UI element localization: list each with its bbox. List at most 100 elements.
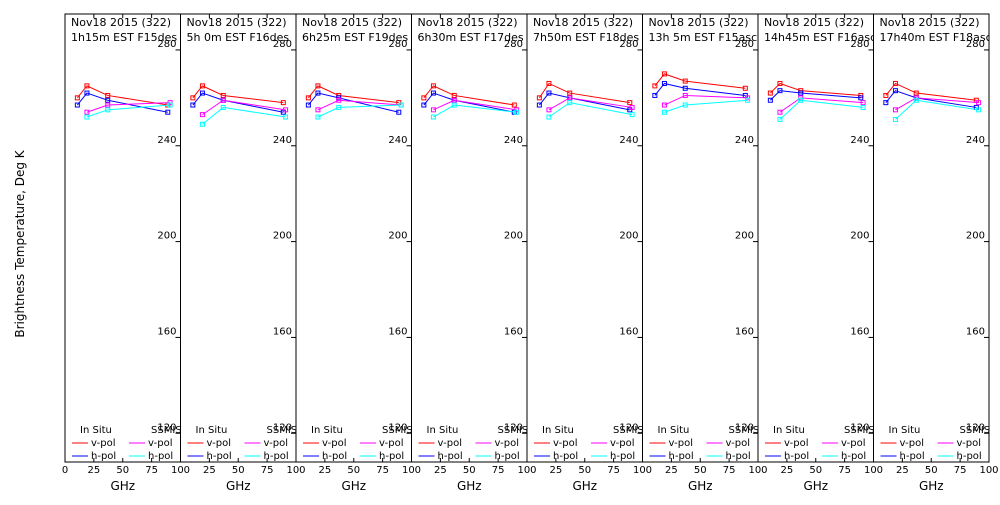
legend-label: v-pol — [148, 438, 173, 449]
data-point-insitu-h — [892, 88, 898, 94]
data-point-ssmis-v — [336, 97, 342, 103]
data-point-insitu-v — [536, 95, 542, 101]
y-tick-label: 200 — [388, 231, 407, 242]
x-axis-label: GHz — [226, 479, 251, 493]
series-line-ssmis-h — [202, 106, 286, 125]
y-tick-label: 160 — [273, 326, 292, 337]
y-tick-label: 160 — [850, 326, 869, 337]
panel-legend: In Situ SSMIS v-pol v-pol h-pol h-pol — [534, 425, 643, 462]
x-tick-label: 25 — [203, 465, 216, 476]
panel-3: Nov18 2015 (322) 6h25m EST F19des 120 160 20… — [295, 13, 421, 493]
data-point-insitu-h — [777, 88, 783, 94]
y-tick-label: 160 — [504, 326, 523, 337]
x-tick-label: 25 — [550, 465, 563, 476]
x-tick-label: 100 — [633, 465, 652, 476]
y-tick-label: 120 — [735, 422, 754, 433]
x-axis-label: GHz — [572, 479, 597, 493]
series-line-ssmis-h — [317, 104, 402, 118]
y-tick-label: 120 — [619, 422, 638, 433]
y-tick-label: 240 — [388, 135, 407, 146]
legend-title-in-situ: In Situ — [773, 425, 805, 436]
series-line-insitu-h — [654, 82, 746, 96]
data-point-insitu-v — [742, 85, 748, 91]
y-tick-label: 240 — [619, 135, 638, 146]
x-tick-label: 75 — [954, 465, 967, 476]
series-line-insitu-v — [192, 85, 284, 104]
series-line-insitu-h — [770, 90, 861, 101]
data-point-insitu-h — [165, 109, 171, 115]
legend-title-in-situ: In Situ — [80, 425, 112, 436]
y-tick-label: 200 — [735, 231, 754, 242]
x-tick-label: 75 — [145, 465, 158, 476]
data-point-insitu-h — [199, 90, 205, 96]
legend-title-in-situ: In Situ — [889, 425, 921, 436]
series-line-ssmis-h — [548, 102, 633, 118]
panel-date-label: Nov18 2015 (322) — [649, 16, 749, 29]
y-tick-label: 280 — [388, 39, 407, 50]
y-tick-label: 120 — [273, 422, 292, 433]
legend-label: v-pol — [91, 438, 116, 449]
y-tick-label: 240 — [966, 135, 985, 146]
series-line-insitu-v — [654, 73, 746, 89]
data-point-ssmis-h — [105, 107, 111, 113]
data-point-insitu-h — [536, 102, 542, 108]
data-point-ssmis-v — [661, 102, 667, 108]
x-tick-label: 50 — [694, 465, 707, 476]
data-point-ssmis-h — [167, 102, 173, 108]
series-line-insitu-h — [76, 92, 168, 113]
series-line-ssmis-h — [86, 104, 171, 118]
data-point-insitu-h — [661, 80, 667, 86]
x-tick-label: 100 — [171, 465, 190, 476]
panel-legend: In Situ SSMIS v-pol v-pol h-pol h-pol — [418, 425, 527, 462]
x-axis-label: GHz — [457, 479, 482, 493]
panel-legend: In Situ SSMIS v-pol v-pol h-pol h-pol — [880, 425, 989, 462]
y-tick-label: 280 — [504, 39, 523, 50]
panel-legend: In Situ SSMIS v-pol v-pol h-pol h-pol — [72, 425, 181, 462]
data-point-ssmis-h — [84, 114, 90, 120]
data-point-insitu-v — [74, 95, 80, 101]
panel-legend: In Situ SSMIS v-pol v-pol h-pol h-pol — [765, 425, 874, 462]
panel-header: Nov18 2015 (322) 13h 5m EST F15asc — [649, 16, 758, 44]
panel-legend: In Situ SSMIS v-pol v-pol h-pol h-pol — [187, 425, 296, 462]
panel-7: Nov18 2015 (322) 14h45m EST F16asc 120 160 2… — [757, 13, 883, 493]
data-point-insitu-h — [546, 90, 552, 96]
x-tick-label: 75 — [723, 465, 736, 476]
y-tick-label: 240 — [735, 135, 754, 146]
data-point-insitu-v — [892, 80, 898, 86]
data-point-insitu-v — [84, 83, 90, 89]
x-tick-label: 75 — [607, 465, 620, 476]
series-line-insitu-v — [538, 82, 630, 104]
data-point-insitu-h — [190, 102, 196, 108]
panel-time-label: 1h15m EST F15des — [71, 31, 177, 44]
series-line-ssmis-v — [779, 97, 864, 113]
x-tick-label: 50 — [809, 465, 822, 476]
data-point-ssmis-h — [514, 109, 520, 115]
panel-header: Nov18 2015 (322) 14h45m EST F16asc — [764, 16, 874, 44]
series-line-ssmis-h — [895, 99, 979, 120]
data-point-insitu-h — [652, 92, 658, 98]
x-tick-label: 25 — [665, 465, 678, 476]
panel-header: Nov18 2015 (322) 6h30m EST F17des — [418, 16, 524, 44]
data-point-insitu-v — [913, 90, 919, 96]
panel-header: Nov18 2015 (322) 5h 0m EST F16des — [187, 16, 290, 44]
data-point-ssmis-h — [860, 104, 866, 110]
y-tick-label: 240 — [504, 135, 523, 146]
panel-header: Nov18 2015 (322) 1h15m EST F15des — [71, 16, 177, 44]
y-tick-label: 280 — [273, 39, 292, 50]
y-tick-label: 200 — [619, 231, 638, 242]
x-axis-label: GHz — [919, 479, 944, 493]
data-point-ssmis-h — [315, 114, 321, 120]
legend-label: v-pol — [841, 438, 866, 449]
data-point-ssmis-v — [860, 100, 866, 106]
data-point-ssmis-h — [661, 109, 667, 115]
data-point-ssmis-h — [283, 114, 289, 120]
x-tick-label: 75 — [492, 465, 505, 476]
data-point-insitu-v — [199, 83, 205, 89]
x-tick-label: 25 — [781, 465, 794, 476]
series-line-insitu-h — [192, 92, 284, 113]
x-tick-label: 0 — [62, 465, 68, 476]
legend-label: h-pol — [438, 451, 463, 462]
panel-time-label: 5h 0m EST F16des — [187, 31, 290, 44]
legend-title-ssmis: SSMIS — [729, 425, 760, 436]
